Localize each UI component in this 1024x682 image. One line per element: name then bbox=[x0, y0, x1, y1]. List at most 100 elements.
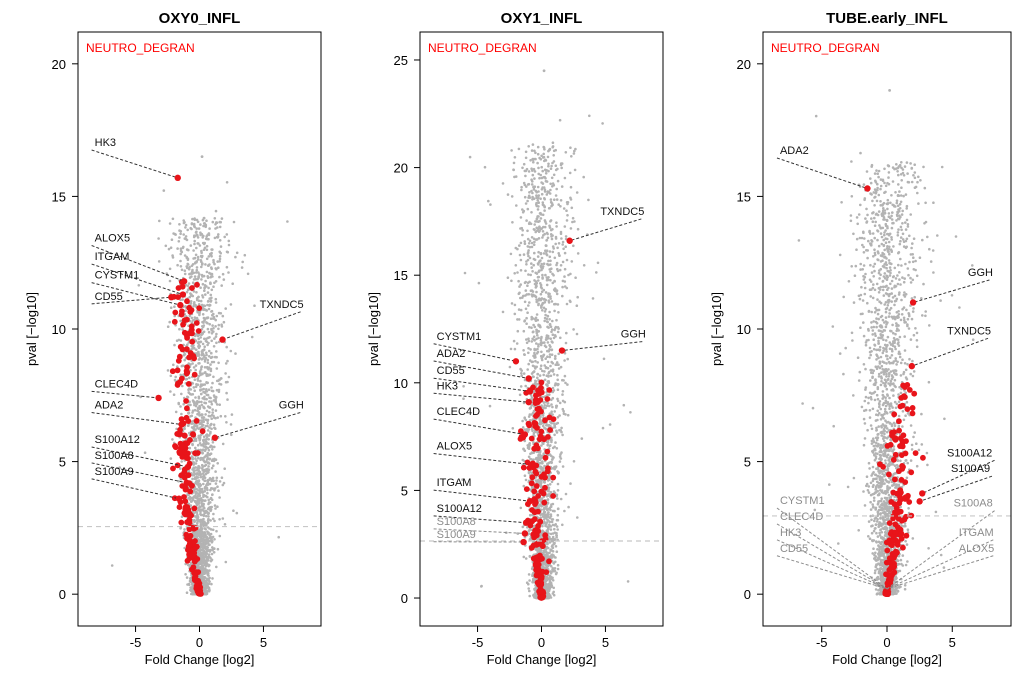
gene-set-point bbox=[186, 541, 193, 548]
gene-point bbox=[549, 297, 552, 300]
gene-point bbox=[199, 254, 203, 258]
labeled-gene-point bbox=[178, 421, 185, 428]
gene-point bbox=[232, 220, 236, 224]
gene-point bbox=[208, 400, 211, 403]
gene-point bbox=[199, 458, 202, 462]
gene-point bbox=[205, 316, 208, 320]
gene-point bbox=[186, 395, 189, 399]
gene-set-point bbox=[194, 543, 200, 550]
gene-point bbox=[199, 512, 202, 516]
gene-point bbox=[543, 319, 546, 323]
gene-point bbox=[553, 198, 556, 201]
gene-point bbox=[197, 465, 200, 468]
gene-point bbox=[212, 345, 216, 348]
gene-point bbox=[547, 423, 551, 427]
gene-point bbox=[207, 574, 210, 577]
gene-point bbox=[212, 327, 215, 330]
gene-point bbox=[218, 275, 221, 279]
gene-point bbox=[512, 161, 516, 165]
gene-point bbox=[553, 384, 557, 387]
labeled-gene-point bbox=[184, 463, 192, 471]
gene-point bbox=[547, 489, 550, 493]
gene-point bbox=[540, 350, 543, 354]
gene-point bbox=[170, 238, 174, 241]
gene-point bbox=[528, 513, 532, 517]
gene-point bbox=[199, 475, 203, 479]
gene-point bbox=[203, 520, 206, 523]
gene-point bbox=[196, 255, 200, 259]
gene-point bbox=[208, 533, 212, 536]
gene-point bbox=[550, 300, 554, 303]
gene-point bbox=[197, 508, 200, 512]
gene-point bbox=[203, 286, 206, 290]
gene-point bbox=[212, 258, 215, 262]
gene-point bbox=[550, 330, 553, 334]
gene-point bbox=[223, 235, 226, 239]
gene-point bbox=[555, 292, 559, 296]
gene-point bbox=[218, 382, 221, 386]
gene-point bbox=[538, 374, 542, 377]
gene-point bbox=[571, 216, 575, 220]
gene-point bbox=[243, 253, 247, 257]
gene-point bbox=[206, 419, 209, 423]
gene-point bbox=[560, 237, 563, 240]
gene-point bbox=[184, 226, 187, 229]
gene-point bbox=[211, 317, 215, 320]
gene-point bbox=[202, 435, 206, 439]
gene-point bbox=[180, 268, 184, 272]
gene-point bbox=[211, 248, 214, 251]
gene-point bbox=[211, 546, 214, 549]
gene-point bbox=[215, 332, 218, 336]
gene-point bbox=[512, 339, 516, 343]
gene-point bbox=[515, 204, 518, 207]
gene-point bbox=[205, 458, 209, 461]
gene-set-point bbox=[193, 583, 200, 589]
gene-point bbox=[197, 518, 200, 522]
gene-point bbox=[547, 555, 551, 559]
gene-set-point bbox=[176, 504, 183, 510]
gene-point bbox=[221, 272, 225, 276]
gene-point bbox=[542, 152, 545, 156]
gene-point bbox=[207, 498, 210, 502]
gene-point bbox=[528, 579, 531, 582]
gene-point bbox=[537, 201, 540, 204]
gene-point bbox=[567, 273, 570, 277]
gene-point bbox=[205, 437, 208, 441]
gene-point bbox=[192, 386, 196, 389]
gene-point bbox=[552, 288, 556, 292]
gene-point bbox=[549, 571, 553, 575]
gene-point bbox=[563, 267, 567, 271]
gene-point bbox=[211, 487, 215, 490]
gene-point bbox=[212, 312, 215, 316]
gene-point bbox=[547, 295, 550, 298]
labeled-gene-point bbox=[175, 495, 183, 502]
gene-point bbox=[211, 448, 214, 451]
gene-point bbox=[550, 353, 554, 357]
gene-point bbox=[210, 267, 213, 271]
gene-point bbox=[202, 445, 205, 448]
gene-point bbox=[553, 527, 556, 531]
gene-point bbox=[566, 357, 569, 361]
gene-point bbox=[203, 476, 207, 480]
gene-point bbox=[179, 247, 183, 250]
gene-point bbox=[186, 262, 189, 266]
gene-point bbox=[203, 284, 207, 287]
gene-point bbox=[527, 304, 530, 307]
gene-point bbox=[179, 259, 182, 263]
gene-point bbox=[200, 400, 203, 404]
gene-point bbox=[536, 145, 540, 149]
gene-point bbox=[522, 447, 525, 451]
x-axis-label: Fold Change [log2] bbox=[145, 652, 255, 667]
gene-point bbox=[545, 404, 549, 408]
gene-point bbox=[540, 188, 544, 191]
gene-point bbox=[184, 309, 187, 313]
gene-point bbox=[207, 448, 211, 452]
gene-point bbox=[218, 480, 222, 483]
gene-point bbox=[555, 361, 559, 364]
gene-point bbox=[214, 400, 218, 404]
gene-point bbox=[517, 318, 521, 321]
gene-point bbox=[530, 396, 534, 399]
gene-set-point bbox=[172, 444, 179, 451]
gene-point bbox=[554, 325, 558, 329]
gene-point bbox=[550, 176, 554, 180]
